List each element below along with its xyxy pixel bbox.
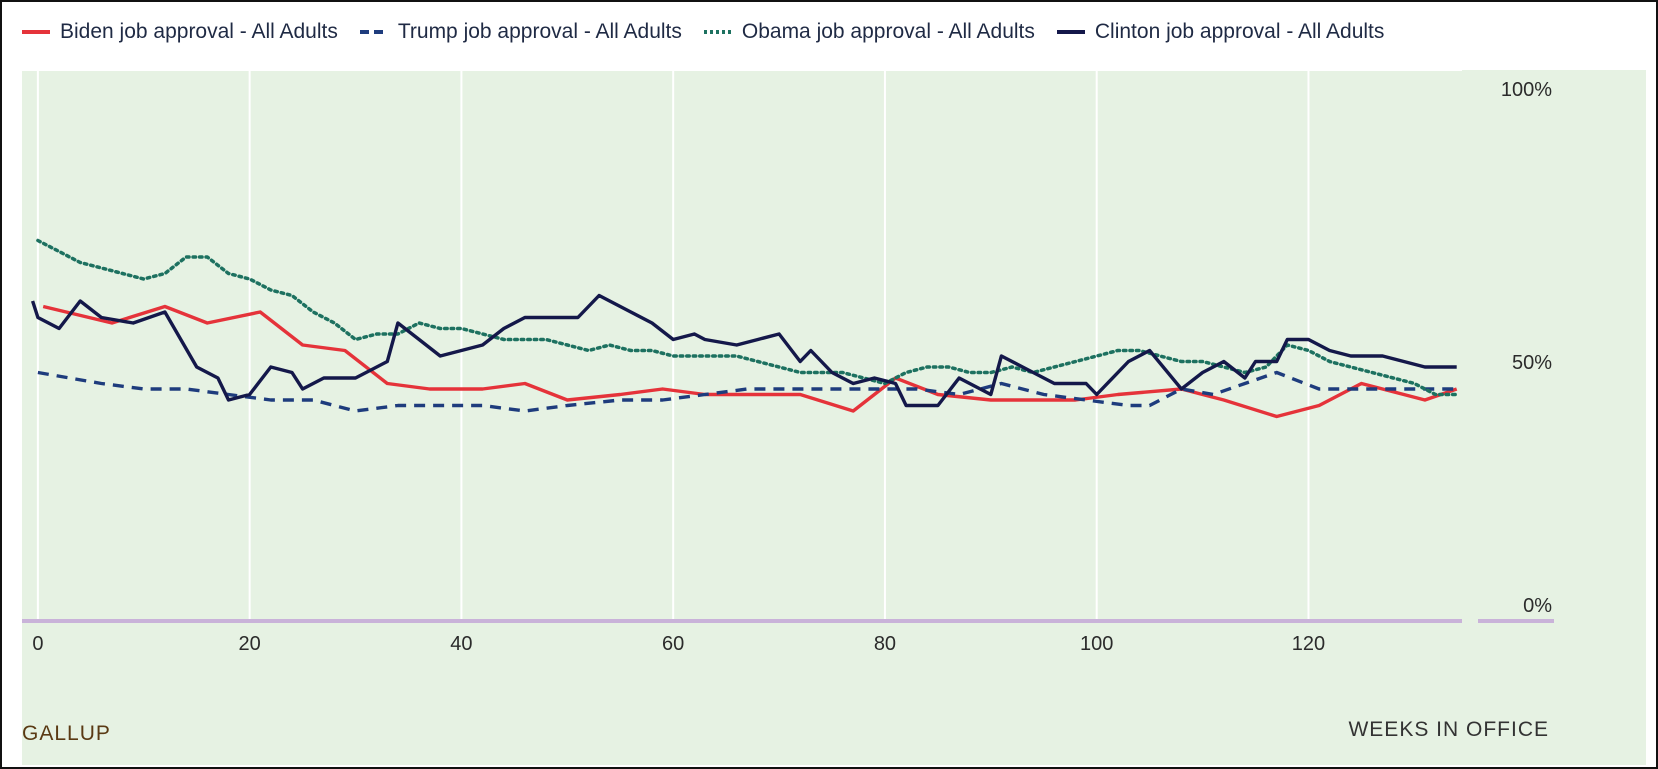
series-line-biden[interactable] xyxy=(42,304,1458,419)
x-tick-label-20: 20 xyxy=(239,633,261,655)
legend-swatch-trump xyxy=(359,30,388,34)
x-tick-label-80: 80 xyxy=(874,633,896,655)
x-tick-label-0: 0 xyxy=(32,633,43,655)
gridlines xyxy=(22,70,1462,620)
legend-label-trump: Trump job approval - All Adults xyxy=(397,20,682,43)
series-lines xyxy=(30,238,1459,419)
legend-label-biden: Biden job approval - All Adults xyxy=(60,20,338,43)
legend-item-trump[interactable]: Trump job approval - All Adults xyxy=(359,20,682,44)
x-tick-label-120: 120 xyxy=(1292,633,1325,655)
x-tick-label-60: 60 xyxy=(662,633,684,655)
source-logo-text: GALLUP xyxy=(22,722,111,745)
series-line-clinton[interactable] xyxy=(30,293,1457,408)
x-tick-label-100: 100 xyxy=(1080,633,1113,655)
x-axis-title: WEEKS IN OFFICE xyxy=(1348,718,1549,741)
plot-area: 100% 50% 0% 0 20 40 60 80 100 120 xyxy=(22,70,1646,765)
line-chart: 100% 50% 0% 0 20 40 60 80 100 120 xyxy=(22,70,1554,655)
legend-swatch-biden xyxy=(22,30,50,34)
y-tick-label-50: 50% xyxy=(1512,352,1552,374)
legend-item-obama[interactable]: Obama job approval - All Adults xyxy=(703,20,1035,44)
legend-swatch-obama xyxy=(703,30,732,34)
legend-item-biden[interactable]: Biden job approval - All Adults xyxy=(22,20,338,44)
chart-legend: Biden job approval - All Adults Trump jo… xyxy=(22,16,1384,48)
x-tick-label-40: 40 xyxy=(450,633,472,655)
series-line-obama[interactable] xyxy=(36,238,1459,397)
y-tick-labels: 100% 50% 0% xyxy=(1501,79,1552,617)
legend-label-clinton: Clinton job approval - All Adults xyxy=(1094,20,1385,43)
x-tick-labels: 0 20 40 60 80 100 120 xyxy=(32,633,1325,655)
y-tick-label-0: 0% xyxy=(1523,595,1552,617)
legend-swatch-clinton xyxy=(1056,30,1085,34)
legend-label-obama: Obama job approval - All Adults xyxy=(741,20,1035,43)
y-tick-label-100: 100% xyxy=(1501,79,1552,101)
legend-item-clinton[interactable]: Clinton job approval - All Adults xyxy=(1056,20,1385,44)
